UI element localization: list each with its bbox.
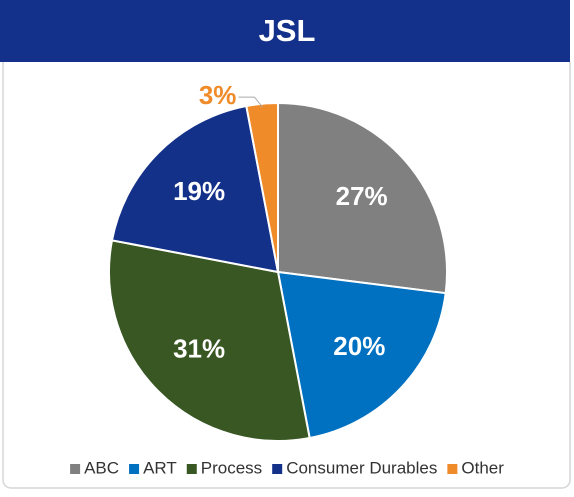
legend-swatch [186,464,197,474]
legend-label: ART [143,458,177,477]
legend-swatch [272,464,283,474]
data-label: 20% [333,331,385,361]
legend-label: Process [201,458,262,477]
data-label: 27% [336,181,388,211]
legend-swatch [129,464,140,474]
pie-slice [276,270,447,440]
header-bar [0,0,570,62]
pie-slice [108,239,311,442]
data-label: 19% [173,176,225,206]
data-label: 31% [173,334,225,364]
pie-slice [277,101,448,295]
legend-label: ABC [84,458,119,477]
legend-swatch [70,464,81,474]
legend-label: Consumer Durables [286,458,437,477]
chart-title: JSL [259,13,316,48]
data-label: 3% [199,80,237,110]
pie-slice [245,101,279,273]
legend-swatch [447,464,458,474]
legend-label: Other [461,458,504,477]
pie-slice [110,104,280,274]
leader-line [238,96,263,108]
